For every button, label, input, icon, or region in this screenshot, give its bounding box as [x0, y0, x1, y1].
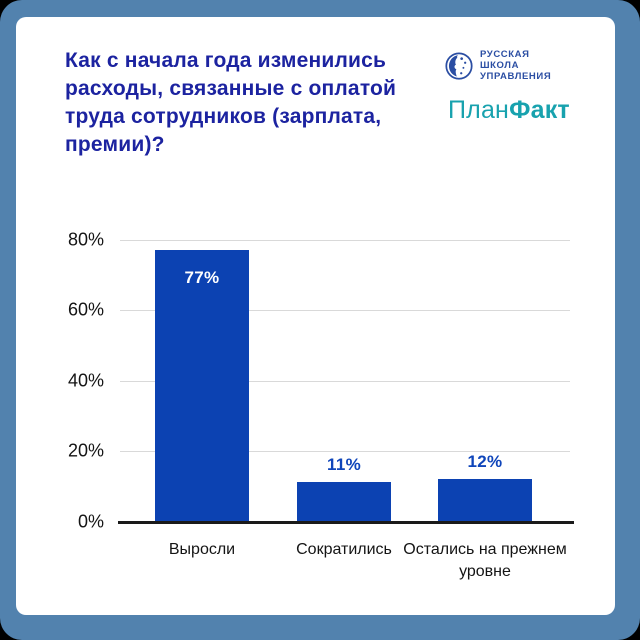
bar-value-label: 12% [467, 452, 503, 471]
bar-chart: 80% 60% 40% 20% 0% 77% Выросли [16, 17, 615, 615]
planfact-logo-plan: План [448, 95, 510, 124]
gridline-80 [120, 240, 570, 241]
gridline-60 [120, 310, 570, 311]
bar-group-ostalis: 12% Остались на прежнем уровне [403, 240, 566, 580]
plot-area: 77% Выросли 11% Сократились 12% Остались… [118, 240, 574, 580]
gridline-20 [120, 451, 570, 452]
bar-group-vyrosli: 77% Выросли [155, 240, 249, 558]
bar-ostalis: 12% [438, 452, 532, 521]
chart-question-title: Как с начала года изменились расходы, св… [65, 49, 397, 156]
x-axis-line [118, 521, 574, 524]
x-axis-label-ostalis: Остались на прежнем уровне [403, 541, 567, 581]
gridline-40 [120, 381, 570, 382]
bar-vyrosli: 77% [155, 250, 249, 521]
bar-sokratilis: 11% [297, 455, 391, 521]
planfact-logo-fakt: Факт [509, 95, 570, 124]
rshu-line-3: УПРАВЛЕНИЯ [480, 71, 552, 83]
bar-group-sokratilis: 11% Сократились [296, 240, 392, 558]
y-axis-tick-40: 40% [67, 370, 104, 391]
rshu-line-1: РУССКАЯ [480, 49, 530, 60]
y-axis-tick-0: 0% [77, 511, 104, 532]
x-axis-label-vyrosli: Выросли [168, 541, 236, 558]
bar-value-label: 11% [327, 455, 361, 474]
rshu-logo-text: РУССКАЯ ШКОЛА УПРАВЛЕНИЯ [480, 49, 551, 83]
rshu-globe-face-icon [445, 52, 473, 80]
brand-logos: РУССКАЯ ШКОЛА УПРАВЛЕНИЯ ПланФакт [445, 49, 585, 125]
bar-value-label: 77% [184, 268, 220, 287]
planfact-logo: ПланФакт [445, 96, 585, 125]
rshu-line-2: ШКОЛА [480, 60, 520, 72]
content-card: Как с начала года изменились расходы, св… [16, 17, 615, 615]
y-axis-tick-60: 60% [67, 299, 104, 320]
x-axis-label-sokratilis: Сократились [296, 541, 392, 558]
rshu-logo: РУССКАЯ ШКОЛА УПРАВЛЕНИЯ [445, 49, 585, 83]
y-axis-tick-20: 20% [67, 440, 104, 461]
y-axis-tick-80: 80% [67, 229, 104, 250]
